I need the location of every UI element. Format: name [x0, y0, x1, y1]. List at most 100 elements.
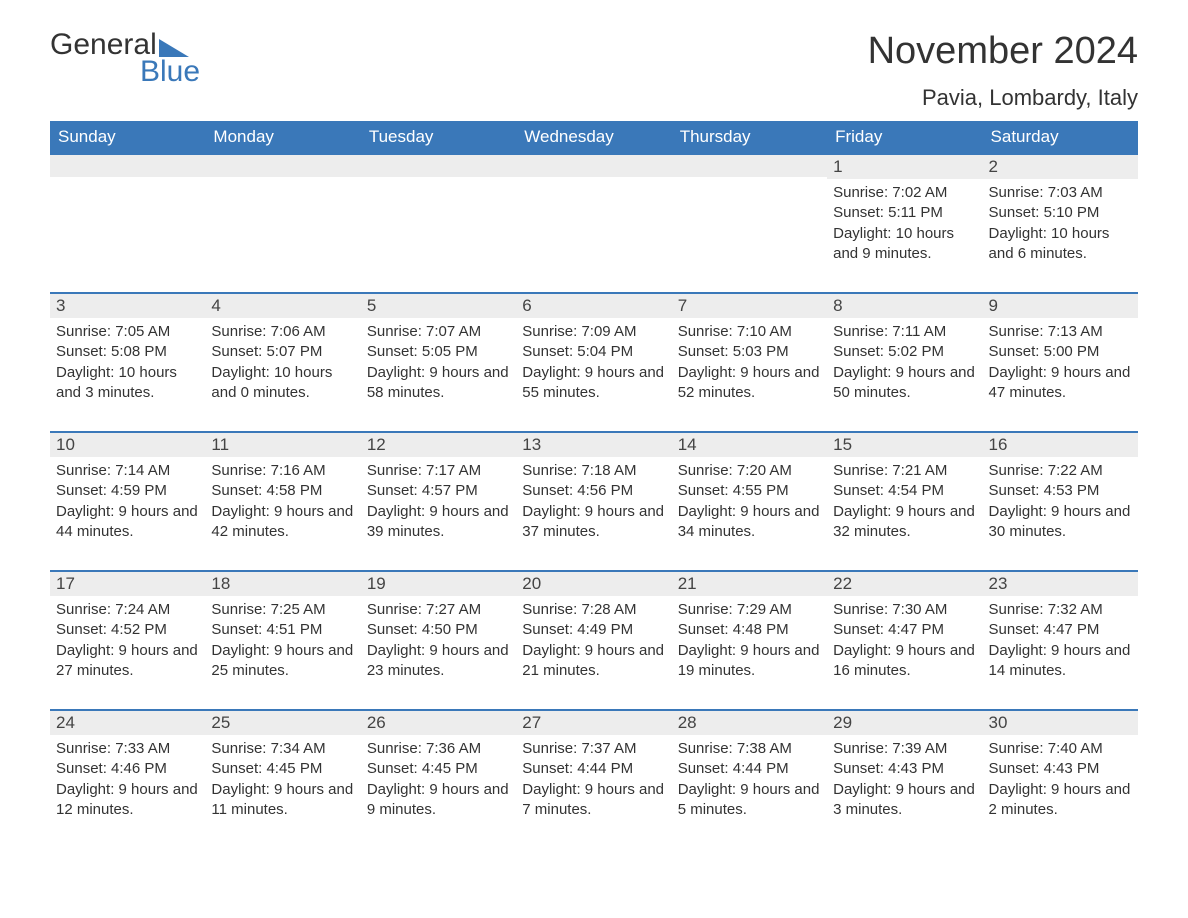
sunset-line: Sunset: 5:07 PM — [211, 342, 354, 362]
day-number — [672, 153, 827, 177]
daylight-line: Daylight: 10 hours and 0 minutes. — [211, 363, 354, 404]
day-cell: 4Sunrise: 7:06 AMSunset: 5:07 PMDaylight… — [205, 292, 360, 403]
day-cell: 18Sunrise: 7:25 AMSunset: 4:51 PMDayligh… — [205, 570, 360, 681]
day-number: 7 — [672, 292, 827, 318]
daylight-line: Daylight: 9 hours and 25 minutes. — [211, 641, 354, 682]
sunrise-line: Sunrise: 7:11 AM — [833, 322, 976, 342]
day-cell: 25Sunrise: 7:34 AMSunset: 4:45 PMDayligh… — [205, 709, 360, 820]
sunset-line: Sunset: 5:10 PM — [989, 203, 1132, 223]
day-body: Sunrise: 7:27 AMSunset: 4:50 PMDaylight:… — [361, 596, 516, 681]
day-body: Sunrise: 7:34 AMSunset: 4:45 PMDaylight:… — [205, 735, 360, 820]
sunset-line: Sunset: 5:11 PM — [833, 203, 976, 223]
day-body: Sunrise: 7:37 AMSunset: 4:44 PMDaylight:… — [516, 735, 671, 820]
day-body: Sunrise: 7:11 AMSunset: 5:02 PMDaylight:… — [827, 318, 982, 403]
sunset-line: Sunset: 4:47 PM — [833, 620, 976, 640]
day-header-cell: Monday — [205, 121, 360, 153]
day-header-cell: Wednesday — [516, 121, 671, 153]
day-body: Sunrise: 7:06 AMSunset: 5:07 PMDaylight:… — [205, 318, 360, 403]
sunrise-line: Sunrise: 7:27 AM — [367, 600, 510, 620]
day-number: 4 — [205, 292, 360, 318]
day-number: 11 — [205, 431, 360, 457]
daylight-line: Daylight: 10 hours and 9 minutes. — [833, 224, 976, 265]
sunrise-line: Sunrise: 7:06 AM — [211, 322, 354, 342]
daylight-line: Daylight: 10 hours and 6 minutes. — [989, 224, 1132, 265]
sunrise-line: Sunrise: 7:10 AM — [678, 322, 821, 342]
sunrise-line: Sunrise: 7:25 AM — [211, 600, 354, 620]
sunset-line: Sunset: 4:50 PM — [367, 620, 510, 640]
sunset-line: Sunset: 4:57 PM — [367, 481, 510, 501]
sunset-line: Sunset: 4:43 PM — [833, 759, 976, 779]
sunset-line: Sunset: 4:49 PM — [522, 620, 665, 640]
sunrise-line: Sunrise: 7:30 AM — [833, 600, 976, 620]
sunset-line: Sunset: 4:51 PM — [211, 620, 354, 640]
day-body: Sunrise: 7:29 AMSunset: 4:48 PMDaylight:… — [672, 596, 827, 681]
day-number: 3 — [50, 292, 205, 318]
daylight-line: Daylight: 9 hours and 50 minutes. — [833, 363, 976, 404]
calendar: SundayMondayTuesdayWednesdayThursdayFrid… — [50, 121, 1138, 820]
daylight-line: Daylight: 9 hours and 55 minutes. — [522, 363, 665, 404]
sunset-line: Sunset: 4:56 PM — [522, 481, 665, 501]
weeks-container: 1Sunrise: 7:02 AMSunset: 5:11 PMDaylight… — [50, 153, 1138, 820]
day-number: 16 — [983, 431, 1138, 457]
day-header-cell: Tuesday — [361, 121, 516, 153]
daylight-line: Daylight: 9 hours and 19 minutes. — [678, 641, 821, 682]
sunset-line: Sunset: 4:54 PM — [833, 481, 976, 501]
day-number: 25 — [205, 709, 360, 735]
day-cell: 8Sunrise: 7:11 AMSunset: 5:02 PMDaylight… — [827, 292, 982, 403]
sunrise-line: Sunrise: 7:33 AM — [56, 739, 199, 759]
sunrise-line: Sunrise: 7:14 AM — [56, 461, 199, 481]
month-title: November 2024 — [868, 30, 1138, 73]
day-body: Sunrise: 7:33 AMSunset: 4:46 PMDaylight:… — [50, 735, 205, 820]
day-number: 14 — [672, 431, 827, 457]
day-body: Sunrise: 7:16 AMSunset: 4:58 PMDaylight:… — [205, 457, 360, 542]
day-body: Sunrise: 7:05 AMSunset: 5:08 PMDaylight:… — [50, 318, 205, 403]
day-body: Sunrise: 7:24 AMSunset: 4:52 PMDaylight:… — [50, 596, 205, 681]
day-cell: 2Sunrise: 7:03 AMSunset: 5:10 PMDaylight… — [983, 153, 1138, 264]
day-body: Sunrise: 7:39 AMSunset: 4:43 PMDaylight:… — [827, 735, 982, 820]
day-cell — [50, 153, 205, 264]
day-body: Sunrise: 7:32 AMSunset: 4:47 PMDaylight:… — [983, 596, 1138, 681]
sunset-line: Sunset: 5:04 PM — [522, 342, 665, 362]
day-cell: 5Sunrise: 7:07 AMSunset: 5:05 PMDaylight… — [361, 292, 516, 403]
day-cell — [361, 153, 516, 264]
sunset-line: Sunset: 5:03 PM — [678, 342, 821, 362]
sunrise-line: Sunrise: 7:21 AM — [833, 461, 976, 481]
sunrise-line: Sunrise: 7:32 AM — [989, 600, 1132, 620]
sunrise-line: Sunrise: 7:02 AM — [833, 183, 976, 203]
sunrise-line: Sunrise: 7:22 AM — [989, 461, 1132, 481]
sunrise-line: Sunrise: 7:13 AM — [989, 322, 1132, 342]
day-number: 22 — [827, 570, 982, 596]
week-row: 17Sunrise: 7:24 AMSunset: 4:52 PMDayligh… — [50, 570, 1138, 681]
daylight-line: Daylight: 9 hours and 9 minutes. — [367, 780, 510, 821]
daylight-line: Daylight: 9 hours and 7 minutes. — [522, 780, 665, 821]
day-header-cell: Saturday — [983, 121, 1138, 153]
location: Pavia, Lombardy, Italy — [868, 85, 1138, 111]
day-cell: 28Sunrise: 7:38 AMSunset: 4:44 PMDayligh… — [672, 709, 827, 820]
day-number — [50, 153, 205, 177]
day-number: 27 — [516, 709, 671, 735]
daylight-line: Daylight: 9 hours and 39 minutes. — [367, 502, 510, 543]
sunset-line: Sunset: 4:47 PM — [989, 620, 1132, 640]
day-cell: 16Sunrise: 7:22 AMSunset: 4:53 PMDayligh… — [983, 431, 1138, 542]
day-number: 29 — [827, 709, 982, 735]
header: General Blue November 2024 Pavia, Lombar… — [50, 30, 1138, 111]
sunset-line: Sunset: 4:58 PM — [211, 481, 354, 501]
sunset-line: Sunset: 4:44 PM — [522, 759, 665, 779]
day-number: 9 — [983, 292, 1138, 318]
day-cell — [205, 153, 360, 264]
daylight-line: Daylight: 9 hours and 3 minutes. — [833, 780, 976, 821]
day-number: 10 — [50, 431, 205, 457]
day-number — [361, 153, 516, 177]
sunset-line: Sunset: 4:45 PM — [367, 759, 510, 779]
day-body: Sunrise: 7:25 AMSunset: 4:51 PMDaylight:… — [205, 596, 360, 681]
day-cell: 3Sunrise: 7:05 AMSunset: 5:08 PMDaylight… — [50, 292, 205, 403]
sunset-line: Sunset: 5:08 PM — [56, 342, 199, 362]
day-cell: 24Sunrise: 7:33 AMSunset: 4:46 PMDayligh… — [50, 709, 205, 820]
day-cell: 23Sunrise: 7:32 AMSunset: 4:47 PMDayligh… — [983, 570, 1138, 681]
day-number: 1 — [827, 153, 982, 179]
day-number: 28 — [672, 709, 827, 735]
sunrise-line: Sunrise: 7:16 AM — [211, 461, 354, 481]
daylight-line: Daylight: 9 hours and 44 minutes. — [56, 502, 199, 543]
sunrise-line: Sunrise: 7:07 AM — [367, 322, 510, 342]
day-body: Sunrise: 7:21 AMSunset: 4:54 PMDaylight:… — [827, 457, 982, 542]
